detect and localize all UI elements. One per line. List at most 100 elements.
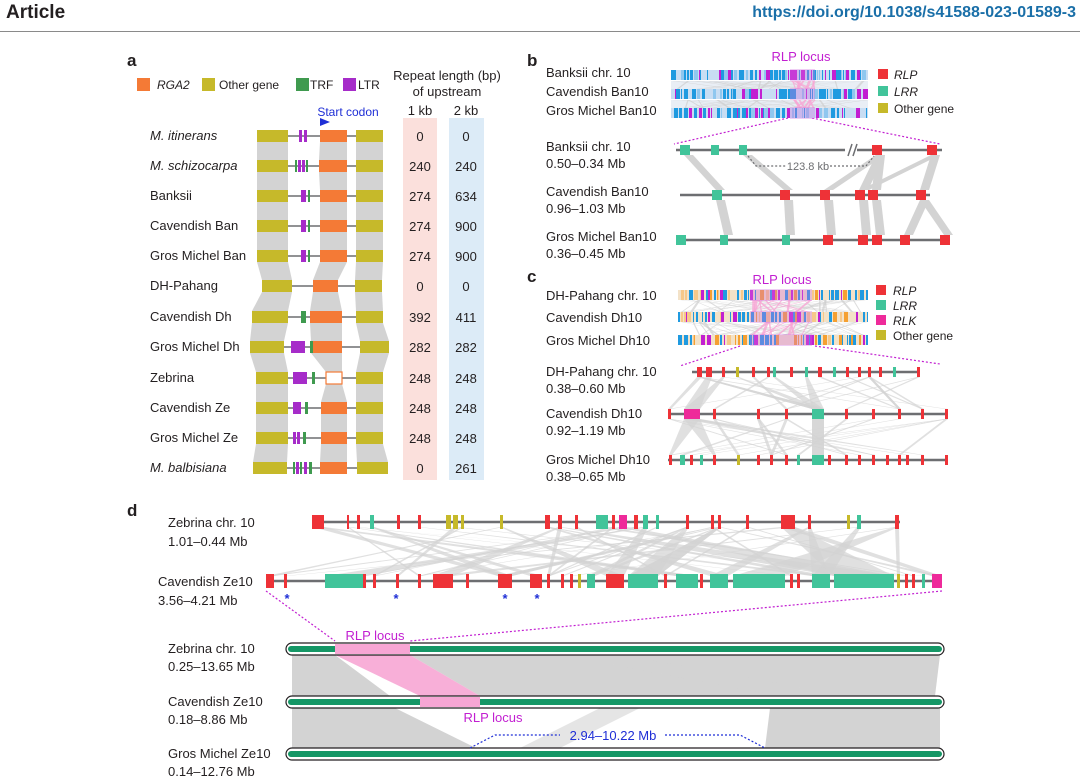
dense-segment [721, 70, 724, 80]
legend-label-0: RGA2 [157, 78, 190, 92]
break-mark [852, 143, 858, 157]
synteny-link [356, 444, 388, 462]
dense-link [681, 322, 744, 335]
gene-link [752, 377, 788, 409]
ltr-element [301, 250, 306, 262]
dense-segment [829, 312, 832, 322]
dense-segment [815, 335, 817, 345]
dense-segment [852, 89, 855, 99]
dense-segment [732, 89, 733, 99]
track-range: 0.36–0.45 Mb [546, 246, 626, 261]
dense-segment [734, 70, 737, 80]
dense-segment [846, 70, 849, 80]
dense-segment [730, 312, 731, 322]
gene-mark [325, 574, 363, 588]
trf-element [308, 250, 310, 262]
duplication-star: * [393, 591, 399, 606]
gene-mark [453, 515, 458, 529]
repeat-1kb: 248 [409, 431, 431, 446]
dense-segment [684, 89, 688, 99]
gap-label: 123.8 kb [787, 161, 829, 173]
rga2-gene [319, 160, 347, 172]
gene-mark [370, 515, 374, 529]
trf-element [300, 462, 302, 474]
synteny-link [253, 444, 288, 462]
gene-mark [547, 574, 550, 588]
dense-link [703, 322, 715, 335]
dense-segment [768, 108, 770, 118]
gene-link [785, 377, 920, 409]
gene-mark [363, 574, 366, 588]
gene-mark [790, 367, 793, 377]
rlp-locus-region [335, 644, 410, 654]
legend-swatch-0 [137, 78, 150, 91]
dense-segment [773, 312, 774, 322]
dense-link [701, 81, 813, 90]
panel-a-label: a [127, 51, 137, 70]
dense-link [801, 81, 844, 90]
gene-link [680, 419, 788, 455]
dense-link [727, 322, 789, 335]
gene-mark [922, 574, 925, 588]
gene-link [737, 419, 948, 455]
dense-link [793, 100, 808, 109]
ltr-element [302, 160, 305, 172]
dense-segment [714, 290, 716, 300]
ltr-element [297, 432, 300, 444]
other-gene [356, 311, 383, 323]
row-name: M. schizocarpa [150, 158, 237, 173]
trf-element [308, 190, 310, 202]
synteny-link [311, 353, 342, 372]
panel-c-legend-label: RLP [893, 284, 916, 298]
panel-c-legend-label: Other gene [893, 329, 953, 343]
dense-segment [753, 335, 754, 345]
dense-segment [828, 335, 831, 345]
track-range: 0.96–1.03 Mb [546, 201, 626, 216]
gene-link [347, 527, 698, 576]
dense-link [688, 100, 796, 109]
dense-segment [711, 108, 712, 118]
ltr-element [293, 402, 301, 414]
gene-mark [906, 455, 909, 465]
gene-link [312, 527, 512, 576]
dense-segment [754, 335, 758, 345]
dense-link [723, 81, 849, 90]
gene-mark [433, 574, 453, 588]
dense-segment [692, 89, 696, 99]
dense-link [676, 100, 738, 109]
zoom-guide [811, 117, 941, 145]
dense-segment [857, 89, 861, 99]
rga2-gene [310, 311, 342, 323]
gene-link [684, 419, 924, 455]
dense-segment [782, 108, 785, 118]
synteny-link [320, 232, 347, 250]
gene-mark [643, 515, 648, 529]
dense-link [853, 81, 865, 90]
dense-segment [678, 335, 682, 345]
synteny-link [355, 262, 383, 280]
gene-mark [818, 367, 822, 377]
dense-link [672, 100, 822, 109]
dense-segment [794, 290, 797, 300]
gene-mark [797, 574, 800, 588]
lrr-gene [739, 145, 747, 155]
dense-link [714, 100, 749, 109]
chromosome-link [292, 708, 476, 748]
synteny-link [321, 414, 347, 432]
dense-link [720, 100, 753, 109]
dense-segment [685, 290, 686, 300]
dense-segment [812, 89, 813, 99]
dense-segment [681, 70, 684, 80]
dense-link [763, 322, 806, 335]
dense-segment [789, 312, 790, 322]
gene-link [684, 155, 725, 190]
synteny-link [257, 202, 288, 220]
gene-mark [628, 574, 658, 588]
dense-link [753, 300, 758, 312]
gene-mark [284, 574, 287, 588]
dense-segment [779, 89, 783, 99]
doi-link[interactable]: https://doi.org/10.1038/s41588-023-01589… [752, 4, 1076, 21]
dense-segment [765, 335, 769, 345]
dense-segment [703, 108, 706, 118]
